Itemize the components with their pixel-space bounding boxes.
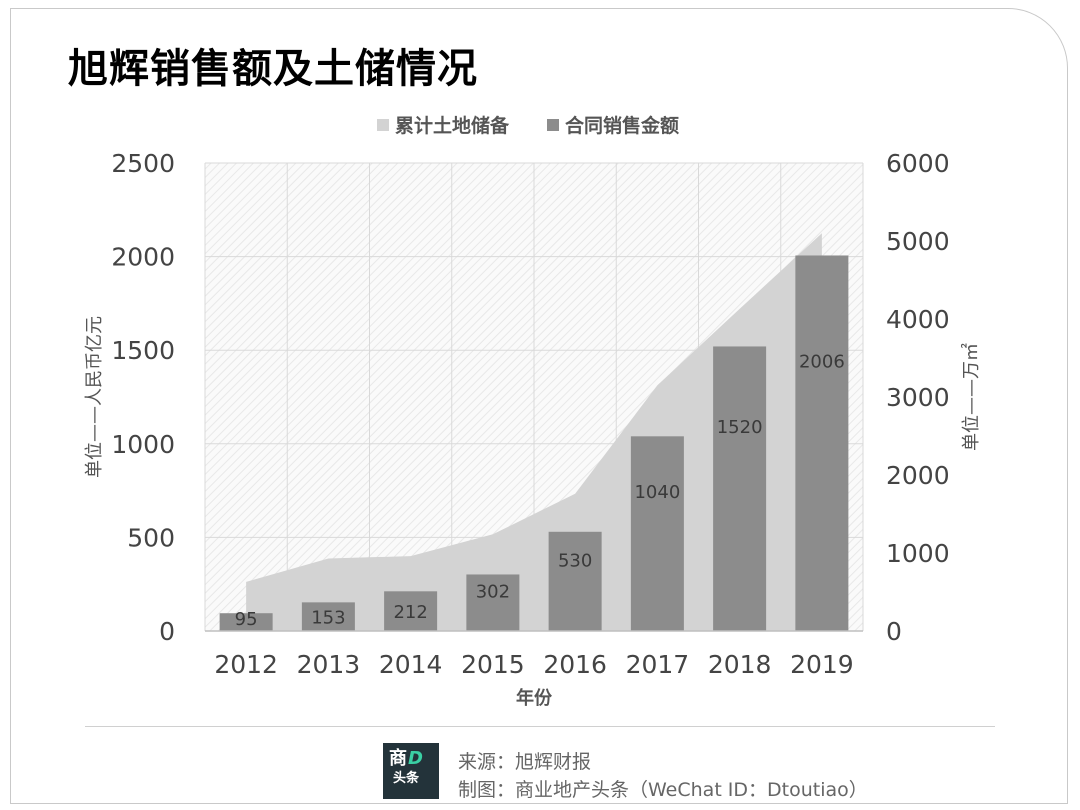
- source-note: 来源：旭辉财报 制图：商业地产头条（WeChat ID：Dtoutiao）: [458, 748, 868, 804]
- y2-tick-label: 5000: [886, 227, 950, 256]
- chart-title: 旭辉销售额及土储情况: [68, 46, 478, 92]
- x-tick-label: 2015: [461, 650, 525, 679]
- y2-tick-label: 4000: [886, 305, 950, 334]
- bar-sales-2017: [630, 436, 684, 631]
- bar-sales-2019: [795, 255, 849, 631]
- bar-sales-2018: [713, 346, 767, 631]
- credit-text: 制图：商业地产头条（WeChat ID：Dtoutiao）: [458, 779, 868, 801]
- x-tick-label: 2013: [297, 650, 361, 679]
- bar-sales-2015: [466, 574, 520, 631]
- bar-series: [219, 255, 849, 631]
- y2-tick-label: 6000: [886, 149, 950, 178]
- y-tick-label: 500: [127, 523, 175, 552]
- data-label: 1040: [634, 482, 680, 503]
- x-axis-title: 年份: [516, 687, 553, 709]
- data-label: 302: [476, 581, 510, 602]
- legend-swatch-bar: [547, 119, 559, 131]
- y2-tick-label: 1000: [886, 539, 950, 568]
- legend-swatch-area: [377, 119, 389, 131]
- y2-axis-title: 单位——万㎡: [960, 343, 982, 451]
- x-tick-label: 2019: [790, 650, 854, 679]
- legend: 累计土地储备 合同销售金额: [377, 114, 679, 137]
- data-label: 2006: [799, 352, 845, 373]
- data-label: 530: [558, 551, 592, 572]
- y-tick-label: 2500: [111, 149, 175, 178]
- y2-tick-label: 0: [886, 617, 902, 646]
- combo-chart: 95 153 212 302 530 1040 1520 2006 0 500 1000 1500 2…: [84, 114, 982, 709]
- x-tick-label: 2016: [543, 650, 607, 679]
- y-axis-title: 单位——人民币亿元: [84, 316, 105, 478]
- y2-tick-label: 2000: [886, 461, 950, 490]
- bar-sales-2016: [548, 531, 602, 631]
- data-label: 1520: [717, 417, 763, 438]
- data-labels: 95 153 212 302 530 1040 1520 2006: [235, 352, 845, 630]
- y-tick-label: 1000: [111, 430, 175, 459]
- y-tick-label: 0: [159, 617, 175, 646]
- x-tick-label: 2018: [708, 650, 772, 679]
- x-tick-label: 2017: [626, 650, 690, 679]
- axes: 0 500 1000 1500 2000 2500 0 1000 2000 3000 4000 500…: [84, 149, 982, 709]
- legend-label-bar: 合同销售金额: [565, 114, 679, 137]
- data-label: 212: [393, 602, 427, 623]
- data-label: 95: [235, 609, 258, 630]
- y2-tick-label: 3000: [886, 383, 950, 412]
- footer-divider: [85, 726, 995, 727]
- legend-label-area: 累计土地储备: [395, 114, 510, 137]
- bar-sales-2014: [384, 591, 438, 631]
- y-tick-label: 2000: [111, 243, 175, 272]
- bar-sales-2013: [301, 602, 355, 631]
- card-frame: [10, 8, 1068, 804]
- bar-sales-2012: [219, 613, 273, 631]
- source-text: 来源：旭辉财报: [458, 751, 592, 773]
- x-tick-label: 2012: [214, 650, 278, 679]
- x-tick-label: 2014: [379, 650, 443, 679]
- y-tick-label: 1500: [111, 336, 175, 365]
- data-label: 153: [311, 608, 345, 629]
